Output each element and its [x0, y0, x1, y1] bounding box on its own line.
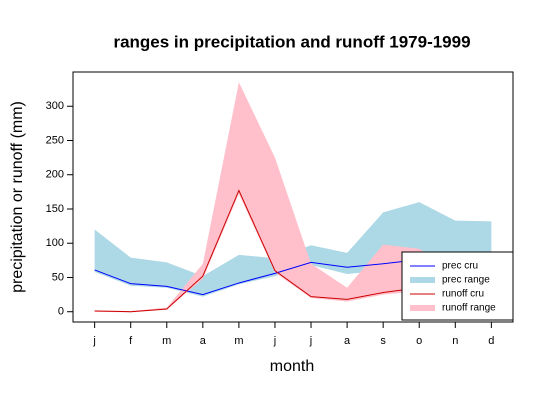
- y-tick-label: 100: [46, 237, 64, 249]
- x-tick-label: n: [452, 335, 458, 347]
- y-tick-label: 0: [58, 306, 64, 318]
- x-tick-label: o: [416, 335, 422, 347]
- legend-label: runoff cru: [442, 289, 484, 300]
- x-tick-label: a: [200, 335, 207, 347]
- x-tick-label: m: [162, 335, 171, 347]
- y-axis-label: precipitation or runoff (mm): [9, 101, 26, 293]
- x-tick-label: d: [488, 335, 494, 347]
- y-tick-label: 300: [46, 100, 64, 112]
- x-tick-label: j: [273, 335, 276, 347]
- legend-label: runoff range: [442, 303, 496, 314]
- x-tick-label: m: [234, 335, 243, 347]
- x-tick-label: f: [129, 335, 133, 347]
- y-tick-label: 150: [46, 203, 64, 215]
- y-tick-label: 250: [46, 134, 64, 146]
- x-tick-label: s: [380, 335, 386, 347]
- x-axis-label: month: [270, 358, 314, 375]
- plot-frame: [72, 71, 514, 323]
- x-tick-label: j: [309, 335, 312, 347]
- range-band: [94, 202, 492, 297]
- x-tick-label: j: [92, 335, 95, 347]
- legend-label: prec cru: [442, 261, 478, 272]
- y-tick-label: 50: [52, 271, 64, 283]
- range-band: [94, 82, 492, 313]
- legend-label: prec range: [442, 275, 490, 286]
- x-tick-label: a: [344, 335, 351, 347]
- chart-title: ranges in precipitation and runoff 1979-…: [113, 32, 470, 51]
- y-tick-label: 200: [46, 169, 64, 181]
